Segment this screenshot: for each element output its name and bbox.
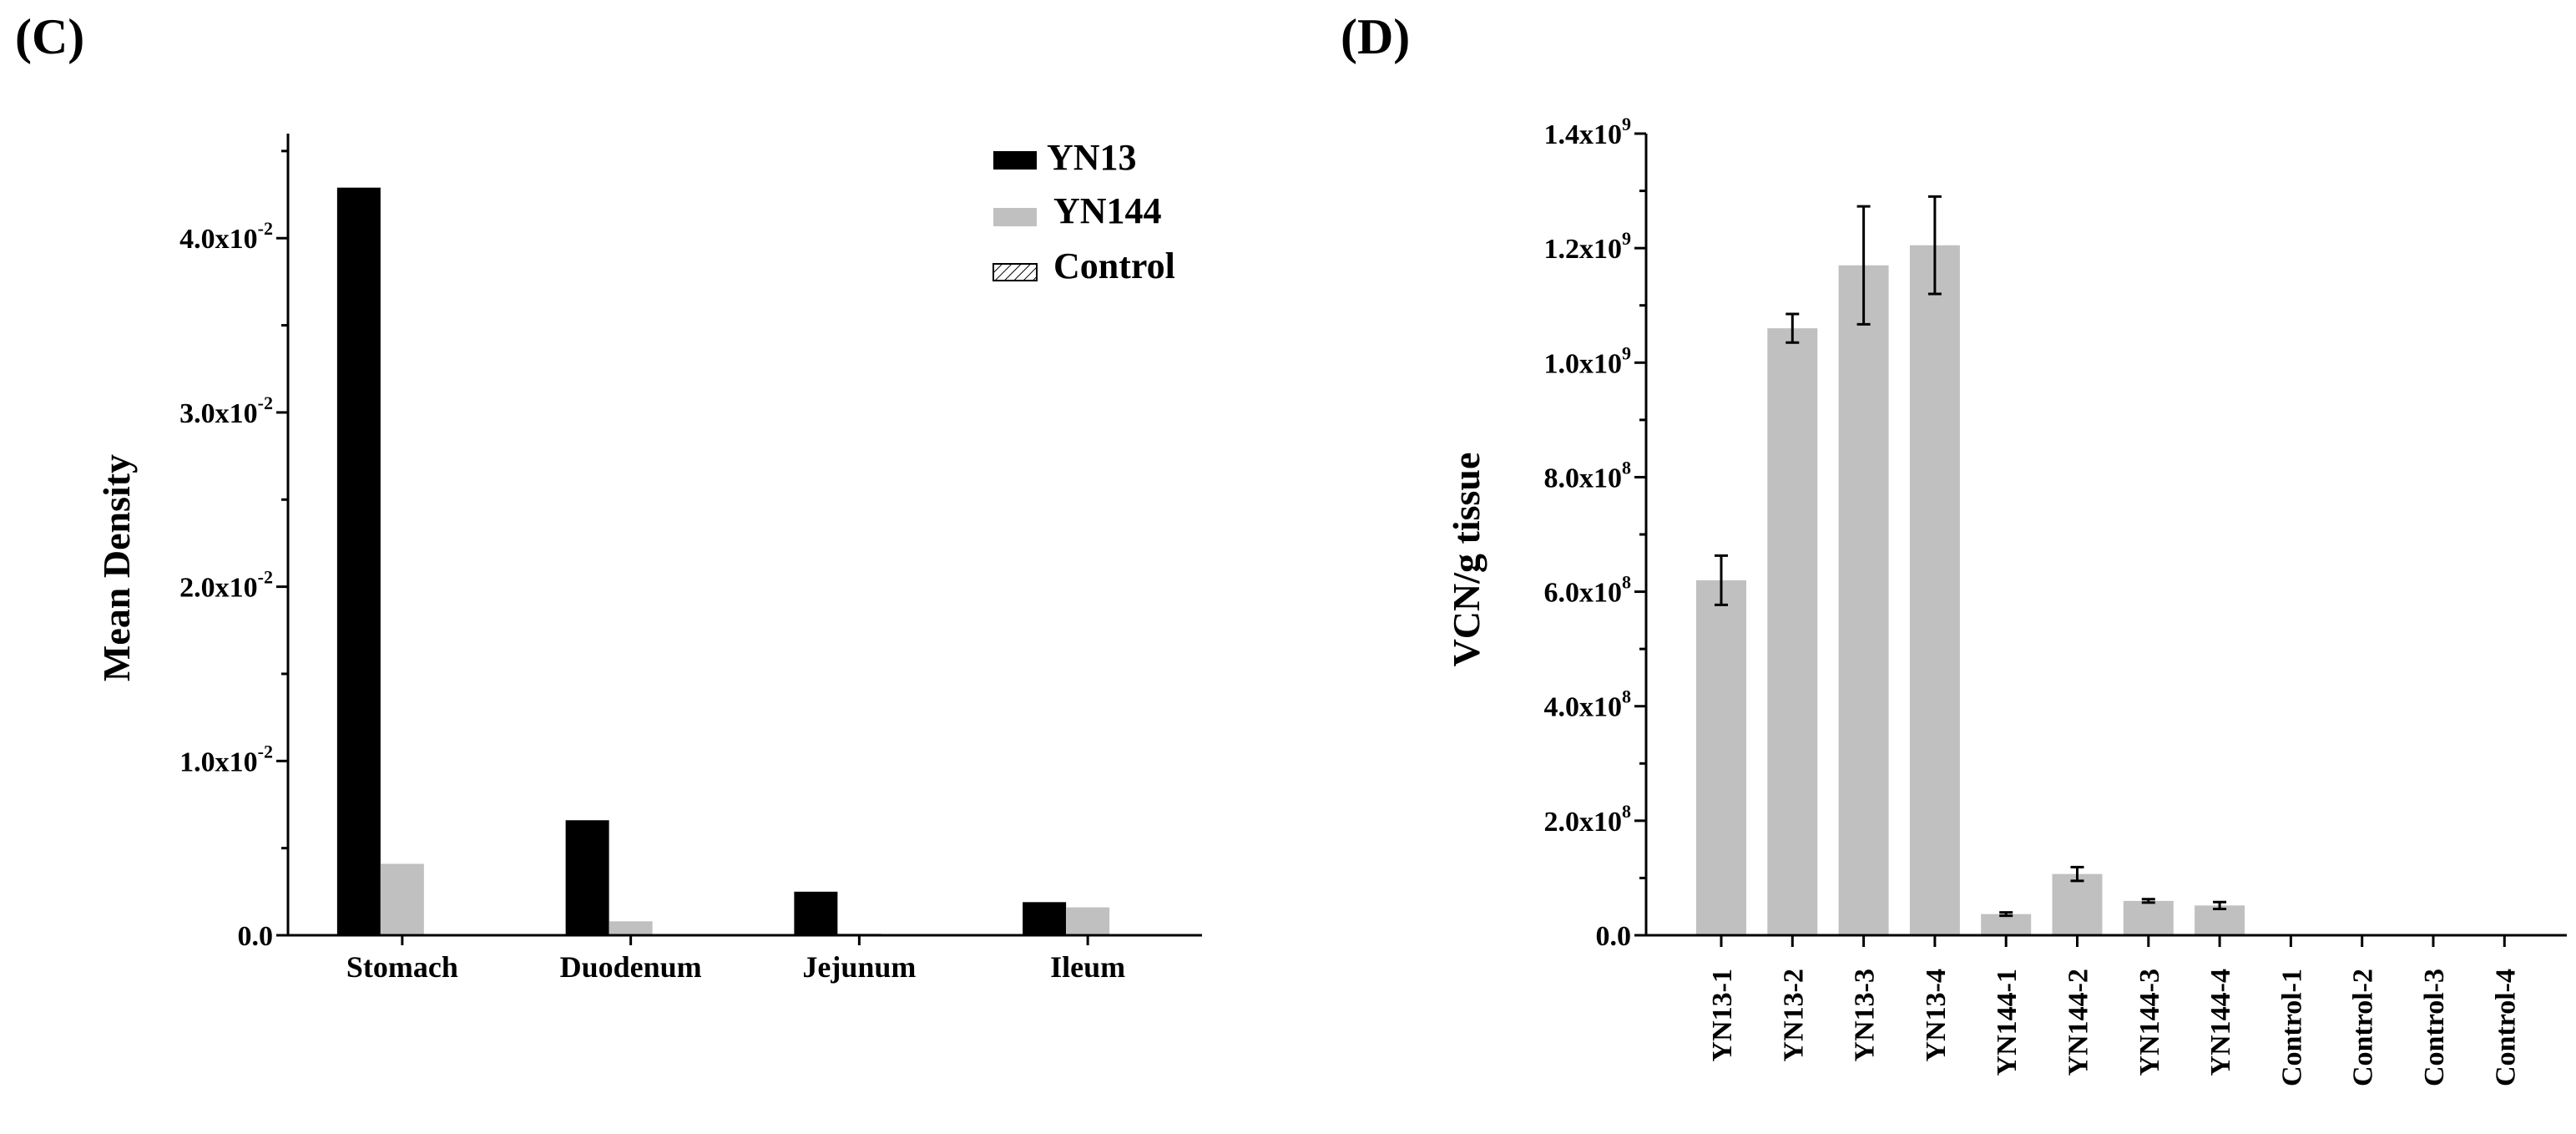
ytick-label: 4.0x108 [1544, 686, 1632, 723]
xtick-label-duodenum: Duodenum [560, 950, 702, 984]
xtick-label-yn144-1: YN144-1 [1992, 969, 2023, 1076]
xtick-label-control-2: Control-2 [2348, 969, 2379, 1086]
xtick-label-yn13-4: YN13-4 [1921, 969, 1952, 1061]
panel-d: (D) VCN/g tissue 0.0 2.0x108 4.0x108 6.0x10… [1341, 9, 2567, 1086]
legend-label-control: Control [1053, 246, 1175, 286]
ytick-label: 6.0x108 [1544, 572, 1632, 609]
ytick-label: 0.0 [238, 921, 274, 952]
legend-label-yn144: YN144 [1053, 190, 1162, 231]
xtick-label-yn144-2: YN144-2 [2063, 969, 2094, 1076]
bar-yn144-1 [1981, 914, 2032, 935]
bar-yn13-stomach [336, 187, 381, 935]
legend-label-yn13: YN13 [1047, 137, 1137, 178]
xtick-label-yn13-3: YN13-3 [1850, 969, 1881, 1061]
xtick-label-yn144-3: YN144-3 [2134, 969, 2165, 1076]
ytick-label: 1.0x10-2 [179, 741, 273, 777]
xtick-label-yn144-4: YN144-4 [2205, 969, 2236, 1076]
legend-swatch-yn13 [993, 151, 1037, 170]
bar-yn13-2 [1767, 328, 1818, 936]
xtick-label-jejunum: Jejunum [802, 950, 916, 984]
bar-yn144-2 [2052, 873, 2103, 935]
ytick-label: 2.0x108 [1544, 801, 1632, 838]
panel-c-ylabel: Mean Density [95, 454, 138, 681]
panel-d-ylabel: VCN/g tissue [1445, 453, 1488, 667]
ytick-label: 0.0 [1596, 921, 1632, 952]
bar-yn144-stomach [380, 863, 424, 935]
ytick-label: 1.2x109 [1544, 228, 1632, 265]
bar-yn13-4 [1909, 245, 1960, 935]
bar-yn13-1 [1696, 580, 1746, 935]
xtick-label-yn13-1: YN13-1 [1707, 969, 1738, 1061]
bar-yn144-ileum [1066, 907, 1110, 935]
bar-yn13-jejunum [794, 891, 838, 935]
panel-c-legend: YN13 YN144 Control [993, 137, 1175, 286]
ytick-label: 4.0x10-2 [179, 218, 273, 255]
bar-yn144-duodenum [609, 921, 653, 935]
ytick-label: 8.0x108 [1544, 457, 1632, 494]
bar-yn13-ileum [1023, 902, 1067, 935]
ytick-label: 1.0x109 [1544, 342, 1632, 379]
xtick-label-stomach: Stomach [346, 950, 458, 984]
ytick-label: 2.0x10-2 [179, 567, 273, 604]
ytick-label: 3.0x10-2 [179, 392, 273, 429]
bar-yn13-duodenum [565, 820, 609, 935]
xtick-label-control-4: Control-4 [2490, 969, 2521, 1086]
bar-yn144-4 [2195, 905, 2245, 935]
panel-d-label: (D) [1341, 9, 1410, 64]
xtick-label-control-1: Control-1 [2276, 969, 2307, 1086]
ytick-label: 1.4x109 [1544, 114, 1632, 150]
xtick-label-ileum: Ileum [1050, 950, 1125, 984]
xtick-label-control-3: Control-3 [2419, 969, 2450, 1086]
xtick-label-yn13-2: YN13-2 [1778, 969, 1809, 1061]
panel-c: (C) Mean Density 0.0 1.0x10-2 2.0x10-2 3.0x… [15, 9, 1202, 984]
legend-swatch-control [993, 263, 1038, 281]
panel-c-label: (C) [15, 9, 84, 64]
bar-yn13-3 [1838, 265, 1889, 935]
bar-yn144-3 [2123, 900, 2174, 935]
legend-swatch-yn144 [993, 208, 1037, 226]
